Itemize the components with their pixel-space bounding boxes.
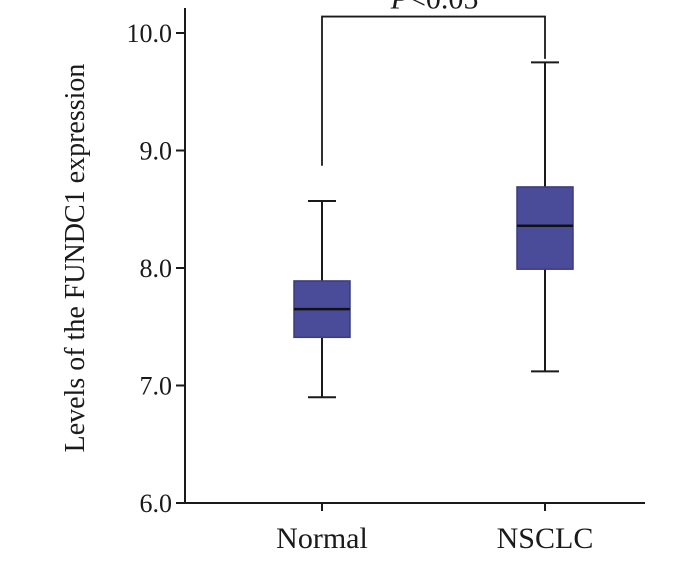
significance-annotation: P<0.05 bbox=[321, 0, 546, 166]
significance-bracket bbox=[321, 15, 546, 166]
box-group bbox=[293, 200, 351, 399]
y-tick-label: 9.0 bbox=[140, 137, 173, 166]
box-group bbox=[516, 61, 574, 373]
x-ticks: Normal NSCLC bbox=[276, 503, 593, 555]
p-threshold: <0.05 bbox=[409, 0, 478, 16]
axes bbox=[184, 8, 645, 504]
x-category-label: Normal bbox=[276, 522, 368, 555]
y-tick-label: 8.0 bbox=[140, 254, 173, 283]
boxes bbox=[293, 61, 574, 399]
y-tick-label: 6.0 bbox=[140, 489, 173, 518]
iqr-box bbox=[516, 186, 574, 270]
significance-label: P<0.05 bbox=[390, 0, 479, 16]
x-category-label: NSCLC bbox=[497, 522, 594, 555]
y-tick-label: 10.0 bbox=[127, 19, 173, 48]
y-axis-title: Levels of the FUNDC1 expression bbox=[60, 64, 91, 453]
p-symbol: P bbox=[390, 0, 409, 16]
y-tick-label: 7.0 bbox=[140, 372, 173, 401]
y-ticks: 6.0 7.0 8.0 9.0 10.0 bbox=[127, 19, 185, 518]
